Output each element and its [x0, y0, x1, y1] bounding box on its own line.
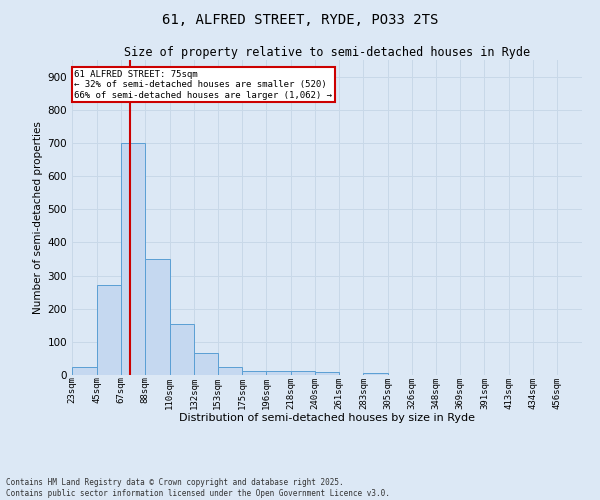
- Bar: [121, 143, 145, 375]
- Bar: [170, 324, 194, 375]
- Title: Size of property relative to semi-detached houses in Ryde: Size of property relative to semi-detach…: [124, 46, 530, 59]
- Bar: [97, 286, 121, 375]
- Text: 61 ALFRED STREET: 75sqm
← 32% of semi-detached houses are smaller (520)
66% of s: 61 ALFRED STREET: 75sqm ← 32% of semi-de…: [74, 70, 332, 100]
- Bar: [266, 371, 290, 375]
- Y-axis label: Number of semi-detached properties: Number of semi-detached properties: [34, 121, 43, 314]
- Bar: [242, 370, 266, 375]
- Bar: [218, 366, 242, 375]
- Bar: [72, 366, 97, 375]
- Text: 61, ALFRED STREET, RYDE, PO33 2TS: 61, ALFRED STREET, RYDE, PO33 2TS: [162, 12, 438, 26]
- Bar: [315, 372, 339, 375]
- Bar: [364, 374, 388, 375]
- Bar: [145, 259, 170, 375]
- Bar: [194, 354, 218, 375]
- Bar: [290, 371, 315, 375]
- X-axis label: Distribution of semi-detached houses by size in Ryde: Distribution of semi-detached houses by …: [179, 413, 475, 423]
- Text: Contains HM Land Registry data © Crown copyright and database right 2025.
Contai: Contains HM Land Registry data © Crown c…: [6, 478, 390, 498]
